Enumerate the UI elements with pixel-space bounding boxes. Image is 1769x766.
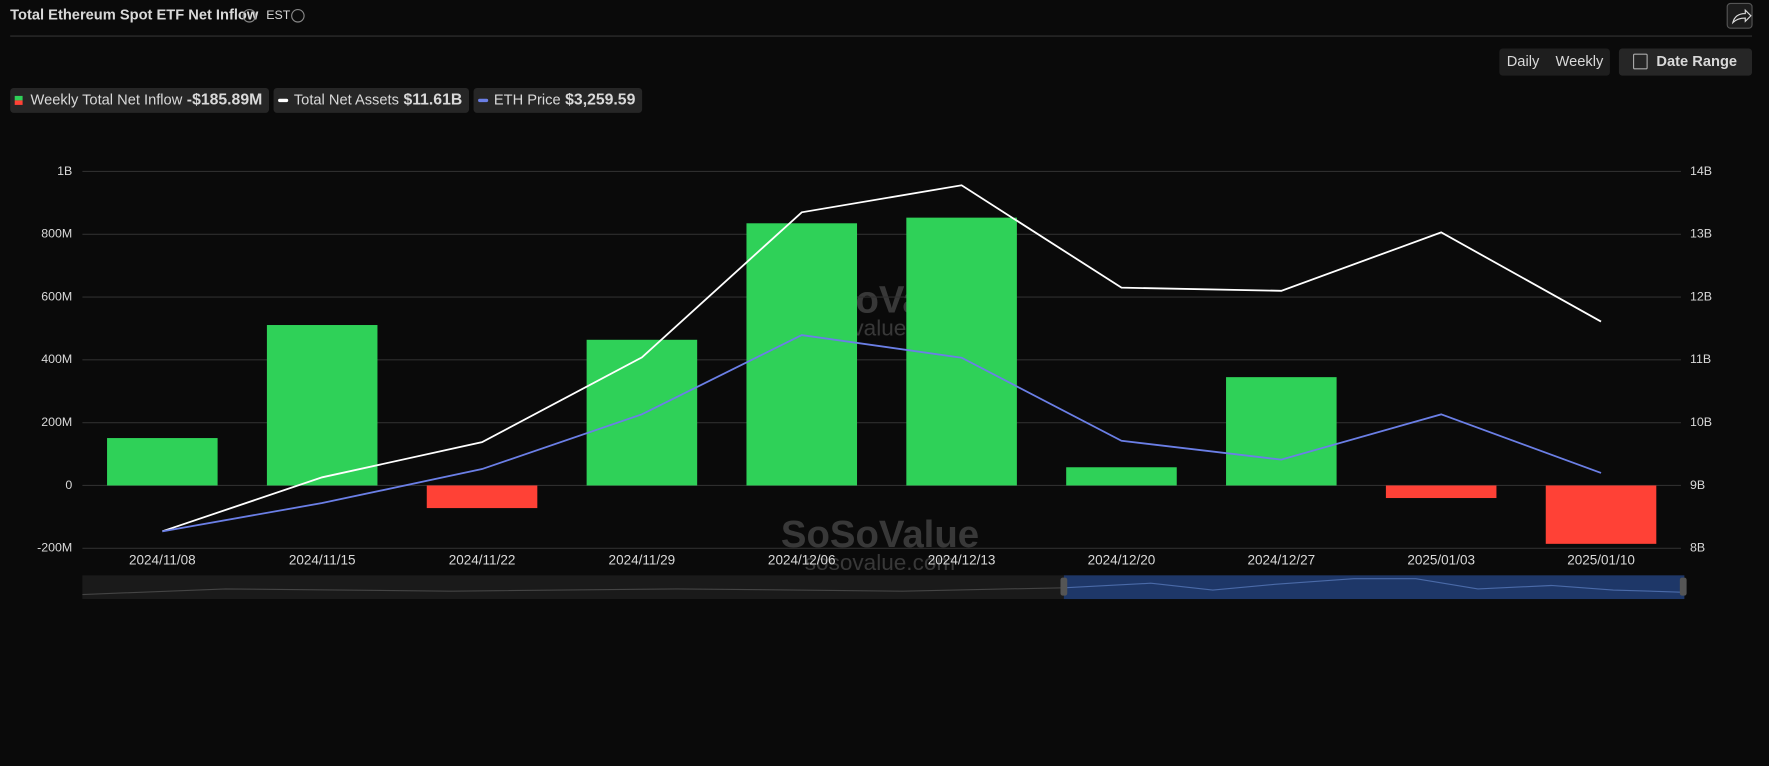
timezone: EST — [266, 8, 291, 22]
x-tick-label: 2024/12/27 — [1247, 552, 1315, 567]
bar — [266, 325, 378, 486]
x-tick-label: 2024/11/15 — [289, 552, 356, 567]
bar — [107, 438, 218, 486]
bar — [586, 339, 698, 486]
x-tick-label: 2024/12/20 — [1088, 552, 1156, 567]
legend-name: Total Net Assets — [294, 92, 399, 108]
date-range-label: Date Range — [1656, 54, 1737, 70]
x-tick-label: 2024/12/06 — [768, 552, 836, 567]
watermark-brand: SoSoValue — [781, 513, 979, 556]
legend-swatch — [478, 98, 489, 103]
legend-name: ETH Price — [494, 92, 561, 108]
legend-chip[interactable] — [473, 87, 643, 113]
bar — [1066, 467, 1177, 486]
line — [162, 334, 1602, 533]
y2-tick-label: 8B — [1690, 541, 1705, 555]
y2-tick-label: 10B — [1690, 415, 1712, 429]
y-tick-label: 1B — [57, 164, 72, 178]
legend-swatch — [14, 100, 23, 105]
share-button[interactable] — [1726, 2, 1753, 29]
period-toggle[interactable] — [1499, 48, 1610, 76]
y-tick-label: 200M — [41, 415, 72, 429]
legend-value: -$185.89M — [187, 92, 262, 109]
bar — [1545, 485, 1657, 544]
y2-tick-label: 9B — [1690, 478, 1705, 492]
navigator-window[interactable] — [1063, 575, 1685, 600]
y-tick-label: -200M — [37, 541, 72, 555]
y2-tick-label: 13B — [1690, 227, 1712, 241]
x-tick-label: 2024/11/29 — [609, 552, 676, 567]
bar — [746, 223, 858, 486]
period-option[interactable]: Weekly — [1556, 54, 1604, 70]
period-option[interactable]: Daily — [1507, 54, 1540, 70]
y-tick-label: 800M — [41, 227, 72, 241]
info-icon[interactable] — [242, 9, 257, 23]
y2-tick-label: 14B — [1690, 164, 1712, 178]
y-tick-label: 600M — [41, 289, 72, 303]
x-tick-label: 2025/01/03 — [1407, 552, 1475, 567]
legend-value: $11.61B — [403, 92, 462, 109]
bar — [1226, 377, 1337, 486]
y2-tick-label: 11B — [1690, 352, 1711, 366]
navigator-handle[interactable] — [1060, 577, 1068, 596]
info-icon[interactable] — [291, 9, 305, 23]
title: Total Ethereum Spot ETF Net Inflow — [10, 8, 259, 24]
navigator-handle[interactable] — [1679, 577, 1687, 596]
date-range-button[interactable] — [1618, 48, 1753, 76]
x-tick-label: 2024/11/08 — [129, 552, 196, 567]
y-tick-label: 400M — [41, 352, 72, 366]
y-tick-label: 0 — [65, 478, 72, 492]
legend-name: Weekly Total Net Inflow — [31, 92, 183, 108]
x-tick-label: 2024/11/22 — [449, 552, 516, 567]
bar — [1385, 485, 1497, 499]
legend-value: $3,259.59 — [565, 92, 635, 109]
x-tick-label: 2025/01/10 — [1567, 552, 1635, 567]
bar — [426, 485, 538, 509]
legend-swatch — [14, 95, 23, 101]
legend-chip[interactable] — [10, 87, 270, 113]
legend-chip[interactable] — [273, 87, 470, 113]
line — [162, 184, 1602, 533]
watermark-site: sosovalue.com — [805, 550, 955, 575]
bar — [906, 217, 1017, 486]
share-icon — [1731, 8, 1752, 25]
legend-swatch — [278, 98, 289, 103]
navigator-trace — [82, 587, 1064, 596]
navigator-trace — [1063, 578, 1685, 593]
y2-tick-label: 12B — [1690, 289, 1712, 303]
calendar-icon — [1633, 53, 1648, 70]
x-tick-label: 2024/12/13 — [928, 552, 996, 567]
